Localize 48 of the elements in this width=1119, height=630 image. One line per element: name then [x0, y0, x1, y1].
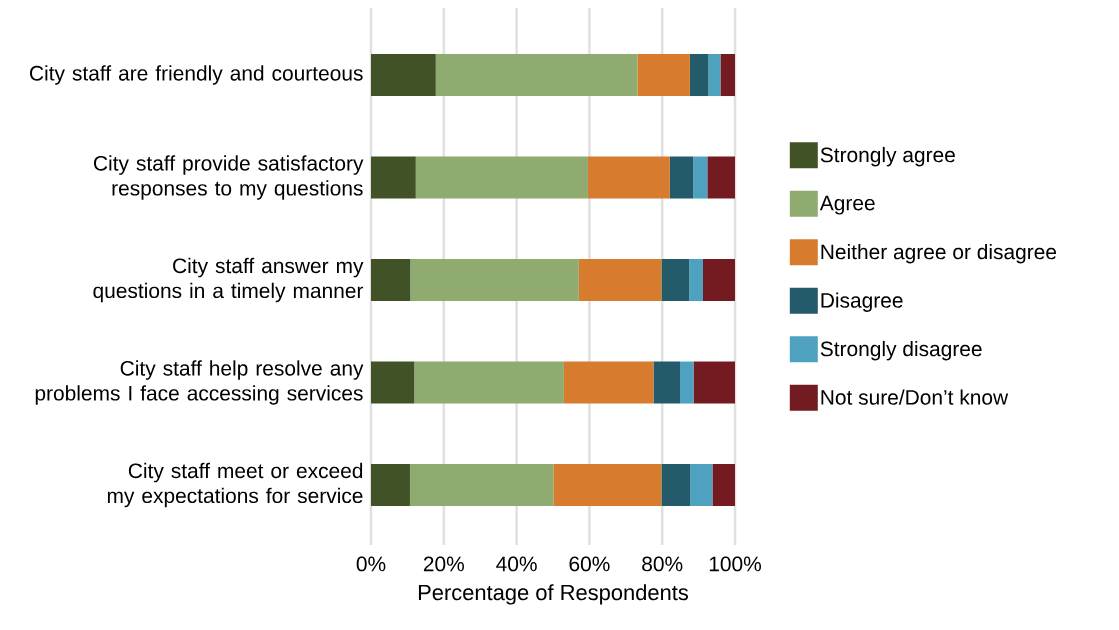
legend-label: Strongly disagree: [820, 340, 982, 361]
y-tick-label: City staff are friendly and courteous: [30, 65, 363, 85]
bar: [587, 156, 670, 199]
bar: [689, 259, 703, 302]
legend-label: Not sure/Don’t know: [821, 389, 1009, 405]
x-tick-label: 20%: [423, 556, 464, 572]
x-tick-label: 40%: [496, 556, 537, 572]
bar: [371, 156, 416, 199]
bar: [371, 259, 411, 302]
bar: [661, 259, 690, 302]
legend-label: Disagree: [821, 292, 903, 312]
bar: [661, 464, 691, 507]
bar: [435, 54, 638, 97]
y-tick-label: City staff help resolve any problems I face accessing services: [35, 360, 364, 405]
legend-label: Neither agree or disagree: [821, 243, 1057, 264]
bar: [690, 464, 713, 507]
bar: [702, 259, 735, 302]
bar: [410, 259, 579, 302]
bar: [371, 464, 410, 507]
bar: [689, 54, 709, 97]
legend-label: Agree: [819, 195, 875, 215]
y-tick-label: City staff provide satisfactory responses to my questions: [94, 155, 364, 200]
bar: [680, 361, 694, 404]
bar: [415, 156, 588, 199]
bar: [553, 464, 662, 507]
bar: [720, 54, 735, 97]
legend-label: Strongly agree: [820, 146, 955, 167]
bar: [637, 54, 690, 97]
x-tick-label: 80%: [642, 556, 683, 572]
bar: [693, 156, 708, 199]
bar: [371, 54, 436, 97]
bar: [563, 361, 654, 404]
x-tick-label: 100%: [709, 556, 762, 572]
bar: [414, 361, 564, 404]
x-axis-title: Percentage of Respondents: [418, 584, 689, 605]
bar: [669, 156, 694, 199]
bar: [712, 464, 735, 507]
bar: [371, 361, 415, 404]
bar: [693, 361, 735, 404]
bar: [578, 259, 662, 302]
bar: [707, 156, 735, 199]
y-tick-label: City staff answer my questions in a timely manner: [93, 257, 364, 303]
x-tick-label: 0%: [356, 556, 386, 572]
x-tick-label: 60%: [569, 556, 610, 572]
bar: [708, 54, 721, 97]
bar: [653, 361, 681, 404]
y-tick-label: City staff meet or exceed my expectations for service: [107, 462, 363, 508]
bar: [409, 464, 554, 507]
